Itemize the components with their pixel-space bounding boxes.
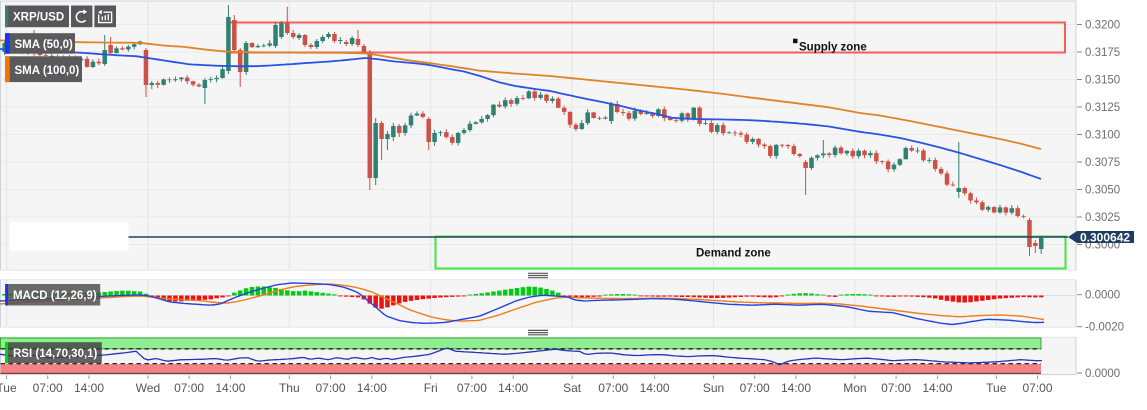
svg-text:0.3100: 0.3100 [1085,130,1120,142]
svg-text:14:00: 14:00 [357,381,387,395]
svg-text:Demand zone: Demand zone [696,248,771,260]
svg-text:0.300642: 0.300642 [1080,231,1130,245]
svg-text:07:00: 07:00 [33,381,63,395]
svg-text:Supply zone: Supply zone [799,42,867,54]
svg-text:07:00: 07:00 [881,381,911,395]
svg-text:07:00: 07:00 [174,381,204,395]
svg-text:14:00: 14:00 [640,381,670,395]
svg-text:0.3125: 0.3125 [1085,102,1120,114]
svg-text:Mon: Mon [843,381,866,395]
svg-text:07:00: 07:00 [315,381,345,395]
svg-text:MACD (12,26,9): MACD (12,26,9) [13,290,97,302]
svg-text:0.0000: 0.0000 [1085,290,1120,302]
svg-text:Tue: Tue [0,381,17,395]
svg-text:-0.0020: -0.0020 [1085,322,1124,334]
svg-text:14:00: 14:00 [498,381,528,395]
svg-text:14:00: 14:00 [215,381,245,395]
svg-text:14:00: 14:00 [781,381,811,395]
svg-text:SMA (100,0): SMA (100,0) [15,65,80,77]
svg-text:0.3050: 0.3050 [1085,185,1120,197]
svg-text:0.3075: 0.3075 [1085,157,1120,169]
svg-text:07:00: 07:00 [1022,381,1052,395]
svg-text:Sun: Sun [703,381,724,395]
svg-text:14:00: 14:00 [74,381,104,395]
svg-text:XRP/USD: XRP/USD [13,12,64,24]
svg-text:07:00: 07:00 [457,381,487,395]
svg-text:0.3200: 0.3200 [1085,20,1120,32]
svg-text:Wed: Wed [136,381,160,395]
svg-text:Fri: Fri [424,381,438,395]
svg-text:07:00: 07:00 [740,381,770,395]
svg-text:Thu: Thu [279,381,300,395]
svg-text:RSI (14,70,30,1): RSI (14,70,30,1) [13,348,98,360]
svg-text:0.3175: 0.3175 [1085,47,1120,59]
svg-text:0.3025: 0.3025 [1085,212,1120,224]
svg-text:Sat: Sat [563,381,582,395]
svg-text:SMA (50,0): SMA (50,0) [15,39,74,51]
svg-text:Tue: Tue [986,381,1007,395]
svg-text:07:00: 07:00 [598,381,628,395]
svg-text:14:00: 14:00 [922,381,952,395]
svg-text:0.0000: 0.0000 [1085,368,1120,380]
svg-text:0.3150: 0.3150 [1085,75,1120,87]
